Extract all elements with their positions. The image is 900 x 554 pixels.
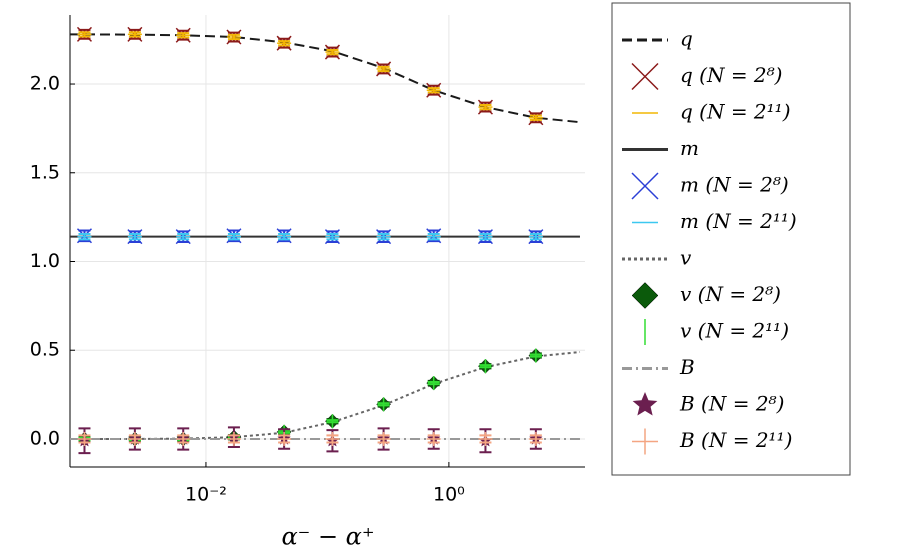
legend-label: m (N = 2¹¹): [680, 209, 797, 233]
marker-plus: [376, 431, 391, 446]
legend-label: v (N = 2¹¹): [680, 319, 789, 343]
series-line: [70, 33, 581, 124]
legend-label: B (N = 2⁸): [679, 392, 784, 416]
legend-label: q (N = 2¹¹): [680, 100, 791, 124]
marker-plus: [176, 431, 191, 446]
marker-x: [631, 62, 659, 91]
marker-plus: [226, 431, 241, 446]
marker-plus: [478, 431, 493, 446]
marker-plus: [325, 431, 340, 446]
legend-label: q (N = 2⁸): [680, 63, 782, 87]
x-tick-label: 10⁰: [433, 484, 465, 506]
marker-plus: [632, 428, 658, 455]
legend-label: v: [680, 246, 692, 270]
marker-plus: [127, 431, 142, 446]
legend-label: m: [680, 136, 699, 160]
marker-diamond: [631, 282, 659, 309]
marker-star: [632, 392, 658, 416]
legend-label: B (N = 2¹¹): [679, 428, 792, 452]
legend-label: m (N = 2⁸): [680, 173, 789, 197]
y-tick-label: 0.0: [30, 427, 60, 449]
y-tick-label: 1.5: [30, 161, 60, 183]
y-tick-label: 0.5: [30, 339, 60, 361]
marker-plus: [528, 431, 543, 446]
marker-x: [631, 172, 659, 200]
series-line: [70, 351, 581, 440]
marker-plus: [277, 431, 292, 446]
x-axis-label: α⁻ − α⁺: [281, 523, 374, 551]
y-tick-label: 1.0: [30, 250, 60, 272]
legend-label: v (N = 2⁸): [680, 282, 781, 306]
legend-label: B: [679, 355, 695, 379]
x-tick-label: 10⁻²: [185, 484, 227, 506]
marker-plus: [77, 431, 92, 446]
legend-label: q: [680, 27, 693, 51]
y-tick-label: 2.0: [30, 73, 60, 95]
legend-box: [611, 2, 851, 476]
marker-plus: [426, 431, 441, 446]
